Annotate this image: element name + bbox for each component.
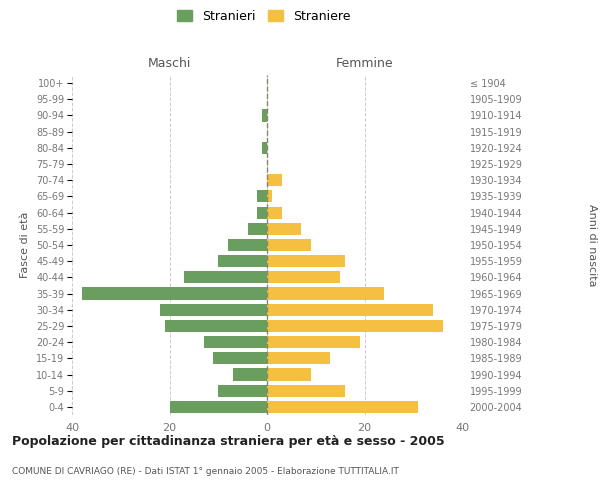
Bar [267,206,281,218]
Bar [257,190,267,202]
Bar [203,336,267,348]
Text: Maschi: Maschi [148,57,191,70]
Text: Femmine: Femmine [335,57,394,70]
Bar [257,206,267,218]
Bar [267,222,301,235]
Bar [267,239,311,251]
Bar [267,272,340,283]
Bar [267,352,331,364]
Text: COMUNE DI CAVRIAGO (RE) - Dati ISTAT 1° gennaio 2005 - Elaborazione TUTTITALIA.I: COMUNE DI CAVRIAGO (RE) - Dati ISTAT 1° … [12,468,399,476]
Bar [267,174,281,186]
Text: Anni di nascita: Anni di nascita [587,204,597,286]
Bar [267,336,359,348]
Bar [267,368,311,380]
Text: Popolazione per cittadinanza straniera per età e sesso - 2005: Popolazione per cittadinanza straniera p… [12,435,445,448]
Bar [82,288,267,300]
Bar [262,142,267,154]
Bar [267,190,272,202]
Bar [170,401,267,413]
Bar [218,255,267,268]
Bar [267,384,345,397]
Legend: Stranieri, Straniere: Stranieri, Straniere [173,6,355,26]
Bar [218,384,267,397]
Bar [228,239,267,251]
Bar [233,368,267,380]
Bar [262,110,267,122]
Bar [164,320,267,332]
Bar [248,222,267,235]
Bar [160,304,267,316]
Bar [184,272,267,283]
Bar [214,352,267,364]
Bar [267,320,443,332]
Y-axis label: Fasce di età: Fasce di età [20,212,31,278]
Bar [267,401,418,413]
Bar [267,288,384,300]
Bar [267,304,433,316]
Bar [267,255,345,268]
